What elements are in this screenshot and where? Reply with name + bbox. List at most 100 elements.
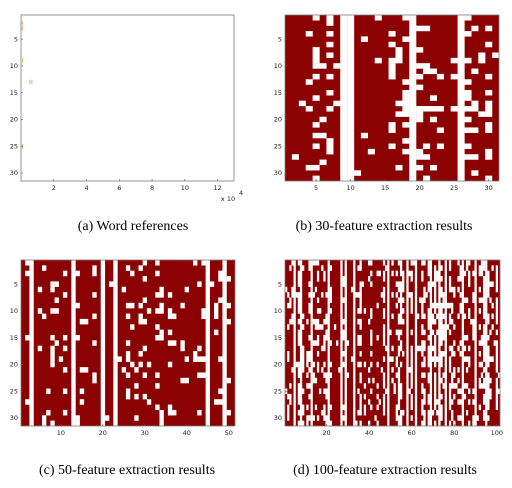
feature-cell-empty xyxy=(487,388,490,395)
feature-cell-empty xyxy=(382,404,386,411)
feature-cell-empty xyxy=(465,260,469,266)
feature-cell-empty xyxy=(370,388,373,395)
feature-cell-empty xyxy=(419,297,422,303)
feature-cell-empty xyxy=(471,127,479,133)
feature-cell-empty xyxy=(402,270,405,277)
feature-cell-empty xyxy=(287,292,290,298)
feature-cell-empty xyxy=(62,292,68,298)
feature-cell-empty xyxy=(308,383,311,389)
feature-cell-empty xyxy=(451,345,454,352)
feature-cell-empty xyxy=(308,302,311,309)
feature-cell-empty xyxy=(218,276,223,282)
feature-cell-empty xyxy=(155,270,160,277)
feature-cell-empty xyxy=(62,334,68,341)
feature-cell-empty xyxy=(421,308,424,314)
feature-cell-empty xyxy=(291,286,294,293)
x-multiplier-exponent: 4 xyxy=(239,189,243,197)
feature-cell-empty xyxy=(463,334,467,341)
feature-column-unused xyxy=(414,260,418,426)
feature-cell-empty xyxy=(359,297,362,303)
feature-cell-empty xyxy=(434,388,437,395)
feature-cell-empty xyxy=(431,356,435,362)
feature-cell-empty xyxy=(297,281,301,287)
feature-cell-empty xyxy=(478,265,481,271)
feature-cell-empty xyxy=(423,340,426,346)
feature-cell-empty xyxy=(410,361,413,368)
feature-cell-empty xyxy=(410,292,413,298)
feature-cell-empty xyxy=(457,313,460,320)
feature-cell-empty xyxy=(138,302,143,309)
feature-cell-empty xyxy=(442,302,445,309)
feature-cell-empty xyxy=(416,313,420,320)
feature-cell-empty xyxy=(391,313,394,320)
feature-cell-empty xyxy=(485,100,493,107)
feature-cell-empty xyxy=(287,351,290,357)
feature-cell-empty xyxy=(421,345,424,352)
feature-cell-empty xyxy=(385,388,388,395)
feature-cell-empty xyxy=(448,329,452,336)
feature-cell-empty xyxy=(448,281,452,287)
feature-cell-empty xyxy=(421,276,424,282)
feature-cell-empty xyxy=(434,281,437,287)
feature-cell-empty xyxy=(297,318,301,325)
feature-cell-empty xyxy=(323,270,326,277)
feature-cell-empty xyxy=(395,270,398,277)
feature-cell-empty xyxy=(382,329,386,336)
feature-cell-empty xyxy=(434,265,437,271)
feature-cell-empty xyxy=(130,361,135,368)
feature-cell-empty xyxy=(312,143,320,150)
feature-cell-empty xyxy=(368,399,371,405)
feature-cell-empty xyxy=(134,383,139,389)
feature-cell-empty xyxy=(333,100,341,107)
feature-cell-empty xyxy=(342,281,345,287)
feature-cell-empty xyxy=(326,41,334,48)
feature-cell-empty xyxy=(399,260,403,266)
feature-cell-empty xyxy=(218,297,223,303)
feature-cell-empty xyxy=(193,351,198,357)
feature-cell-empty xyxy=(50,351,55,357)
feature-cell-empty xyxy=(440,409,443,416)
feature-cell-empty xyxy=(378,399,381,405)
x-tick-label: 20 xyxy=(415,184,423,192)
feature-cell-empty xyxy=(487,361,490,368)
feature-cell-empty xyxy=(287,302,290,309)
feature-cell-empty xyxy=(472,297,475,303)
feature-cell-empty xyxy=(359,281,362,287)
feature-cell-empty xyxy=(485,41,493,48)
y-tick-label: 20 xyxy=(274,361,282,369)
feature-cell-empty xyxy=(333,324,337,330)
feature-cell-empty xyxy=(159,308,164,314)
feature-cell-empty xyxy=(287,415,290,421)
feature-cell-empty xyxy=(457,276,460,282)
feature-cell-empty xyxy=(342,404,345,411)
feature-cell-empty xyxy=(155,383,160,389)
feature-cell-empty xyxy=(125,302,131,309)
y-tick-label: 5 xyxy=(14,280,18,288)
feature-cell-empty xyxy=(402,95,410,101)
feature-cell-empty xyxy=(423,63,431,69)
feature-cell-empty xyxy=(382,399,386,405)
feature-cell-empty xyxy=(79,388,85,395)
feature-cell-empty xyxy=(423,25,431,32)
feature-cell-empty xyxy=(440,313,443,320)
x-tick-label: 12 xyxy=(213,184,221,192)
feature-cell-empty xyxy=(180,340,185,346)
feature-cell-empty xyxy=(323,340,326,346)
feature-cell-empty xyxy=(146,399,152,405)
feature-cell-empty xyxy=(421,351,424,357)
feature-cell-empty xyxy=(399,292,403,298)
y-tick-label: 15 xyxy=(274,89,282,97)
feature-cell-empty xyxy=(468,345,471,352)
feature-cell-empty xyxy=(312,95,320,101)
feature-cell-empty xyxy=(397,318,401,325)
feature-cell-empty xyxy=(326,73,334,80)
feature-cell-empty xyxy=(306,351,309,357)
feature-cell-empty xyxy=(167,340,173,346)
feature-cell-empty xyxy=(480,372,484,378)
feature-cell-empty xyxy=(316,340,320,346)
feature-cell-empty xyxy=(402,79,410,85)
feature-cell-empty xyxy=(472,399,475,405)
caption-a: (a) Word references xyxy=(78,219,189,234)
feature-cell-empty xyxy=(487,399,490,405)
feature-cell-empty xyxy=(480,383,484,389)
